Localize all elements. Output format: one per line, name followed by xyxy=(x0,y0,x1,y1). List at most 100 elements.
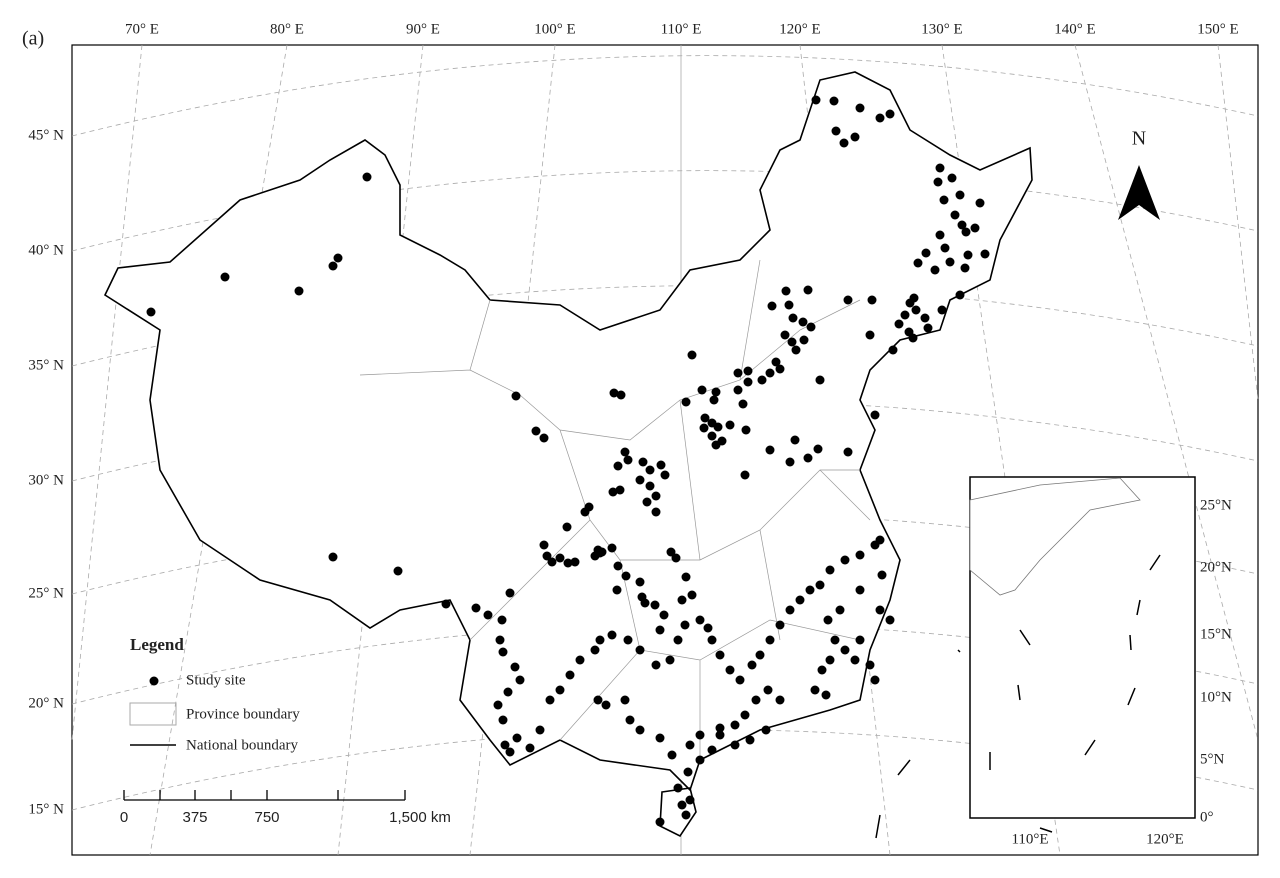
study-site xyxy=(831,126,841,136)
study-site xyxy=(697,385,707,395)
study-site xyxy=(835,605,845,615)
latitude-label: 20° N xyxy=(28,695,64,711)
study-site xyxy=(640,598,650,608)
study-site xyxy=(715,650,725,660)
study-site xyxy=(813,444,823,454)
study-site xyxy=(763,685,773,695)
study-site xyxy=(515,675,525,685)
study-site xyxy=(575,655,585,665)
study-site xyxy=(950,210,960,220)
study-site xyxy=(840,645,850,655)
scale-label: 750 xyxy=(254,809,279,826)
study-site xyxy=(665,655,675,665)
study-site xyxy=(865,330,875,340)
study-site xyxy=(685,740,695,750)
latitude-label: 45° N xyxy=(28,127,64,143)
study-site xyxy=(761,725,771,735)
study-site xyxy=(493,700,503,710)
study-site xyxy=(555,553,565,563)
latitude-label: 25° N xyxy=(28,585,64,601)
study-site xyxy=(855,585,865,595)
latitude-label: 30° N xyxy=(28,472,64,488)
study-site xyxy=(823,615,833,625)
study-site xyxy=(850,132,860,142)
study-site xyxy=(741,425,751,435)
study-site xyxy=(511,391,521,401)
study-site xyxy=(651,660,661,670)
study-site xyxy=(963,250,973,260)
study-site xyxy=(635,577,645,587)
study-site xyxy=(328,552,338,562)
panel-label: (a) xyxy=(22,28,44,50)
province-boundary xyxy=(359,259,871,760)
inset-latitude-label: 15°N xyxy=(1200,626,1232,642)
study-site xyxy=(767,301,777,311)
study-site xyxy=(855,635,865,645)
study-site xyxy=(870,410,880,420)
study-site xyxy=(677,595,687,605)
study-site xyxy=(687,350,697,360)
study-site xyxy=(677,800,687,810)
study-site xyxy=(505,588,515,598)
latitude-label: 35° N xyxy=(28,357,64,373)
study-site xyxy=(441,599,451,609)
study-site xyxy=(612,585,622,595)
study-site xyxy=(709,395,719,405)
study-site xyxy=(681,572,691,582)
study-site xyxy=(867,295,877,305)
study-site xyxy=(638,457,648,467)
study-site xyxy=(695,615,705,625)
study-site xyxy=(730,740,740,750)
study-site xyxy=(687,590,697,600)
study-site xyxy=(775,620,785,630)
study-site xyxy=(921,248,931,258)
study-site xyxy=(975,198,985,208)
study-site xyxy=(935,163,945,173)
legend-province-swatch xyxy=(129,702,177,726)
scale-label: 375 xyxy=(182,809,207,826)
study-site xyxy=(885,615,895,625)
study-site xyxy=(885,109,895,119)
study-site xyxy=(562,522,572,532)
study-site xyxy=(888,345,898,355)
study-site xyxy=(894,319,904,329)
study-site xyxy=(609,388,619,398)
north-arrow xyxy=(1118,165,1160,220)
longitude-label: 130° E xyxy=(921,21,962,37)
study-site xyxy=(980,249,990,259)
study-site xyxy=(939,195,949,205)
inset-latitude-label: 0° xyxy=(1200,809,1214,825)
study-site xyxy=(755,650,765,660)
study-site xyxy=(830,635,840,645)
parallel xyxy=(71,170,1259,252)
parallel xyxy=(71,400,1259,482)
islands xyxy=(875,649,961,839)
study-site xyxy=(542,551,552,561)
study-site xyxy=(745,735,755,745)
latitude-label: 40° N xyxy=(28,242,64,258)
inset-latitude-label: 10°N xyxy=(1200,689,1232,705)
study-site xyxy=(740,470,750,480)
study-site xyxy=(711,440,721,450)
study-site xyxy=(955,190,965,200)
study-site xyxy=(865,660,875,670)
study-site xyxy=(681,397,691,407)
study-site xyxy=(595,635,605,645)
study-site xyxy=(821,690,831,700)
study-site xyxy=(685,795,695,805)
longitude-label: 80° E xyxy=(270,21,304,37)
study-site xyxy=(799,335,809,345)
meridian xyxy=(1217,44,1259,401)
study-site xyxy=(787,337,797,347)
study-site xyxy=(713,422,723,432)
study-site xyxy=(810,685,820,695)
study-site xyxy=(645,481,655,491)
inset-longitude-label: 110°E xyxy=(1011,831,1048,847)
study-site xyxy=(945,257,955,267)
study-site xyxy=(666,547,676,557)
study-site xyxy=(635,475,645,485)
study-site xyxy=(545,695,555,705)
study-site xyxy=(593,695,603,705)
study-site xyxy=(725,420,735,430)
study-site xyxy=(735,675,745,685)
